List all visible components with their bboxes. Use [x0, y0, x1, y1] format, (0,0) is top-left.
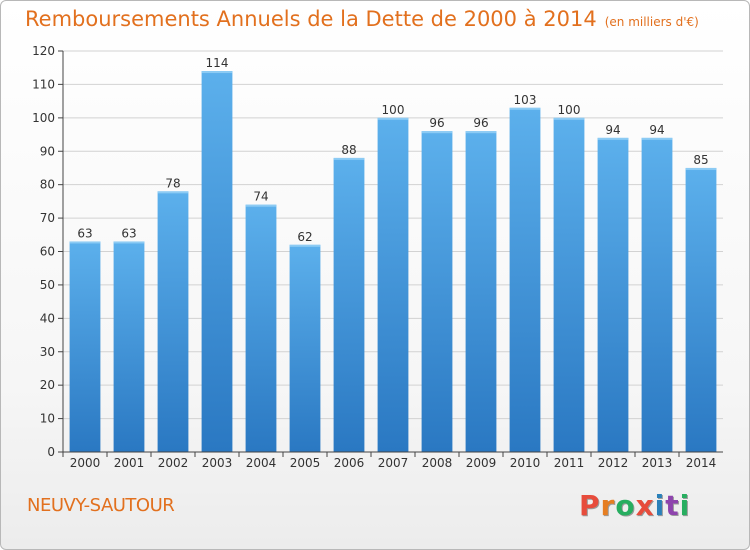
bar-highlight — [333, 157, 365, 160]
logo-letter: i — [654, 489, 666, 522]
value-label: 94 — [605, 123, 620, 137]
bar-highlight — [465, 131, 497, 134]
logo-letter: o — [615, 489, 636, 522]
bar-highlight — [69, 241, 101, 244]
x-tick-label: 2010 — [510, 456, 541, 470]
x-tick-label: 2001 — [114, 456, 145, 470]
value-label: 94 — [649, 123, 664, 137]
chart-title: Remboursements Annuels de la Dette de 20… — [25, 7, 699, 31]
y-tick-label: 120 — [32, 44, 55, 58]
y-tick-label: 100 — [32, 111, 55, 125]
y-tick-label: 20 — [40, 378, 55, 392]
y-tick-label: 40 — [40, 311, 55, 325]
x-tick-label: 2003 — [202, 456, 233, 470]
bar-2009 — [465, 131, 497, 452]
proxiti-logo[interactable]: Proxiti — [579, 489, 690, 522]
logo-letter: i — [679, 489, 691, 522]
value-label: 63 — [121, 226, 136, 240]
bar-2007 — [377, 117, 409, 452]
y-tick-label: 80 — [40, 178, 55, 192]
y-tick-label: 0 — [47, 445, 55, 459]
x-tick-label: 2013 — [642, 456, 673, 470]
y-tick-label: 50 — [40, 278, 55, 292]
x-tick-label: 2004 — [246, 456, 277, 470]
bar-highlight — [421, 131, 453, 134]
bar-2003 — [201, 71, 233, 453]
bar-2011 — [553, 117, 585, 452]
bar-highlight — [377, 117, 409, 120]
bar-2013 — [641, 137, 673, 452]
bar-2014 — [685, 167, 717, 453]
logo-letter: r — [600, 489, 616, 522]
x-tick-label: 2005 — [290, 456, 321, 470]
value-label: 85 — [693, 153, 708, 167]
x-tick-label: 2011 — [554, 456, 585, 470]
y-tick-label: 110 — [32, 77, 55, 91]
value-label: 88 — [341, 143, 356, 157]
bar-highlight — [509, 107, 541, 110]
value-label: 100 — [382, 103, 405, 117]
logo-letter: t — [665, 489, 680, 522]
logo-letter: x — [635, 489, 655, 522]
bar-highlight — [289, 244, 321, 247]
bar-2004 — [245, 204, 277, 452]
value-label: 78 — [165, 176, 180, 190]
y-tick-label: 10 — [40, 412, 55, 426]
labels-group: 0 10 20 30 40 50 60 70 80 90 100 110 120 63 2000 63 2001… — [32, 44, 716, 470]
x-tick-label: 2009 — [466, 456, 497, 470]
bar-2005 — [289, 244, 321, 452]
x-tick-label: 2007 — [378, 456, 409, 470]
town-name: NEUVY-SAUTOUR — [27, 495, 175, 516]
bars-group — [69, 71, 717, 453]
value-label: 114 — [206, 56, 229, 70]
bar-highlight — [685, 167, 717, 170]
bar-highlight — [157, 191, 189, 194]
x-tick-label: 2002 — [158, 456, 189, 470]
bar-highlight — [113, 241, 145, 244]
value-label: 103 — [514, 93, 537, 107]
logo-letter: P — [579, 489, 601, 522]
bar-2000 — [69, 241, 101, 452]
bar-highlight — [245, 204, 277, 207]
bar-2001 — [113, 241, 145, 452]
x-tick-label: 2006 — [334, 456, 365, 470]
y-tick-label: 90 — [40, 144, 55, 158]
bar-2008 — [421, 131, 453, 452]
y-tick-label: 60 — [40, 245, 55, 259]
value-label: 62 — [297, 230, 312, 244]
value-label: 96 — [429, 116, 444, 130]
bar-highlight — [201, 71, 233, 74]
bar-highlight — [597, 137, 629, 140]
chart-subtitle: (en milliers d'€) — [604, 15, 699, 29]
value-label: 74 — [253, 190, 268, 204]
bar-2002 — [157, 191, 189, 452]
value-label: 63 — [77, 226, 92, 240]
bar-highlight — [641, 137, 673, 140]
bar-highlight — [553, 117, 585, 120]
x-tick-label: 2000 — [70, 456, 101, 470]
value-label: 96 — [473, 116, 488, 130]
y-tick-label: 30 — [40, 345, 55, 359]
x-tick-label: 2012 — [598, 456, 629, 470]
bar-2006 — [333, 157, 365, 452]
y-tick-label: 70 — [40, 211, 55, 225]
bar-2012 — [597, 137, 629, 452]
bar-2010 — [509, 107, 541, 452]
chart-title-text: Remboursements Annuels de la Dette de 20… — [25, 7, 597, 31]
axes-group — [58, 50, 723, 457]
x-tick-label: 2008 — [422, 456, 453, 470]
value-label: 100 — [558, 103, 581, 117]
x-tick-label: 2014 — [686, 456, 717, 470]
